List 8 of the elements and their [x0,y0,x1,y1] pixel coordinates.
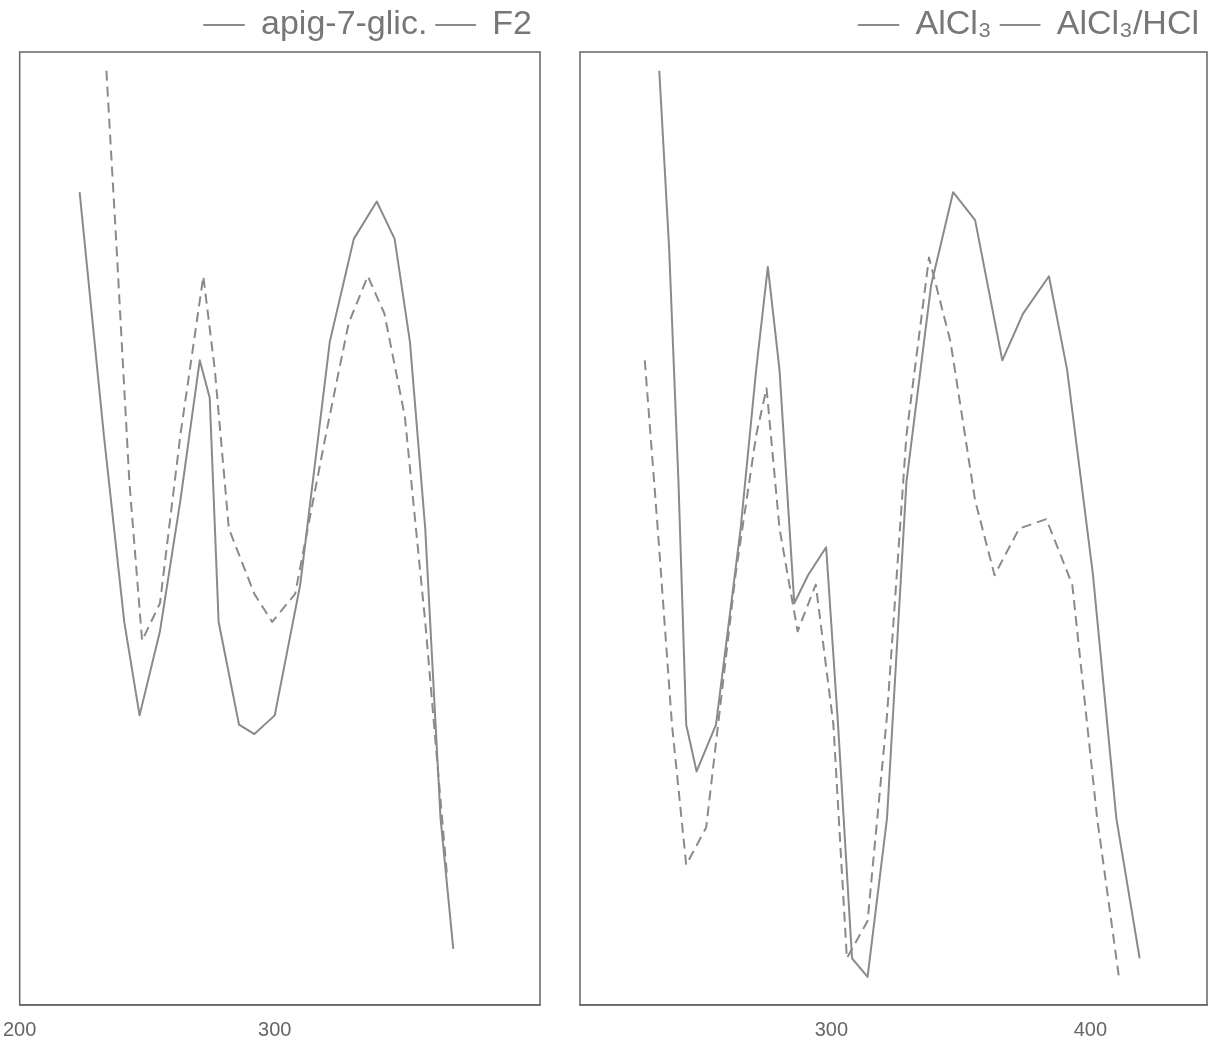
legend-label: AlCl₃ [915,3,992,42]
legend-label: F2 [492,3,533,42]
x-tick-label: 300 [814,1017,849,1040]
x-tick-label: 400 [1073,1017,1108,1040]
x-tick-label: 300 [258,1017,292,1040]
legend-label: AlCl₃/HCl [1056,3,1199,42]
x-tick-label: 200 [3,1017,37,1040]
legend-label: apig-7-glic. [261,3,428,42]
